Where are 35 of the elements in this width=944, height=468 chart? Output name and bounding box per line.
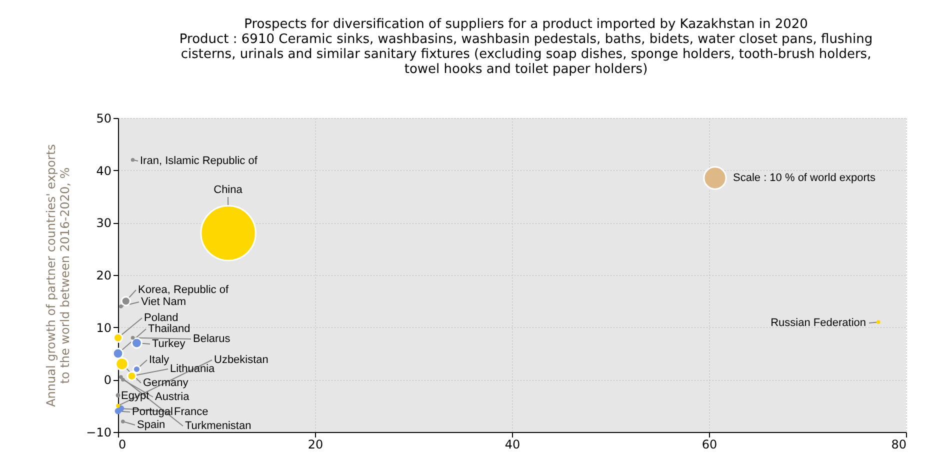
chart-subtitle: Product : 6910 Ceramic sinks, washbasins, washbasin pedestals, baths, bidets, water closet pans, flushing cisterns, urinals and similar sanitary fixtures (excluding soap dishes, sponge holders, tooth-brush holders, towel hooks and toilet paper holders)	[179, 32, 873, 77]
y-tick-label: 0	[104, 373, 112, 388]
annotation: Turkmenistan	[185, 420, 252, 432]
annotation: Uzbekistan	[214, 354, 268, 366]
annotation: Egypt	[121, 390, 150, 402]
y-tick-label: 50	[96, 112, 112, 126]
annotation: Thailand	[148, 323, 190, 335]
x-tick-label: 60	[702, 438, 718, 452]
annotation: Iran, Islamic Republic of	[140, 155, 258, 167]
annotation: Spain	[137, 419, 166, 431]
y-axis-title: Annual growth of partner countries' exports to the world between 2016-2020, %	[44, 144, 72, 407]
y-tick-label: 40	[96, 164, 112, 178]
annotation: Germany	[143, 377, 189, 389]
x-tick-label: 20	[308, 438, 324, 452]
annotation: Korea, Republic of	[138, 284, 230, 296]
y-tick-label: 20	[96, 268, 112, 282]
annotation: Russian Federation	[770, 317, 866, 329]
x-tick-label: 40	[504, 438, 520, 452]
annotation: Belarus	[193, 333, 231, 345]
y-tick-label: 30	[96, 216, 112, 230]
annotation: Poland	[144, 312, 178, 324]
y-tick-label: −10	[86, 426, 112, 440]
y-tick-label: 10	[96, 320, 112, 335]
chart-title: Prospects for diversification of suppliers for a product imported by Kazakhstan in 2020	[244, 17, 808, 32]
annotation: Austria	[155, 391, 190, 403]
annotation: France	[174, 406, 208, 418]
annotation: China	[214, 184, 244, 196]
x-tick-label: 80	[891, 438, 906, 452]
x-tick-label: 0	[118, 438, 126, 452]
annotation: Italy	[149, 354, 170, 366]
annotation: Viet Nam	[141, 296, 186, 308]
legend-label: Scale : 10 % of world exports	[733, 172, 876, 184]
annotation: Lithuania	[170, 363, 216, 375]
annotation: Portugal	[132, 406, 173, 418]
annotation: Turkey	[152, 338, 186, 350]
